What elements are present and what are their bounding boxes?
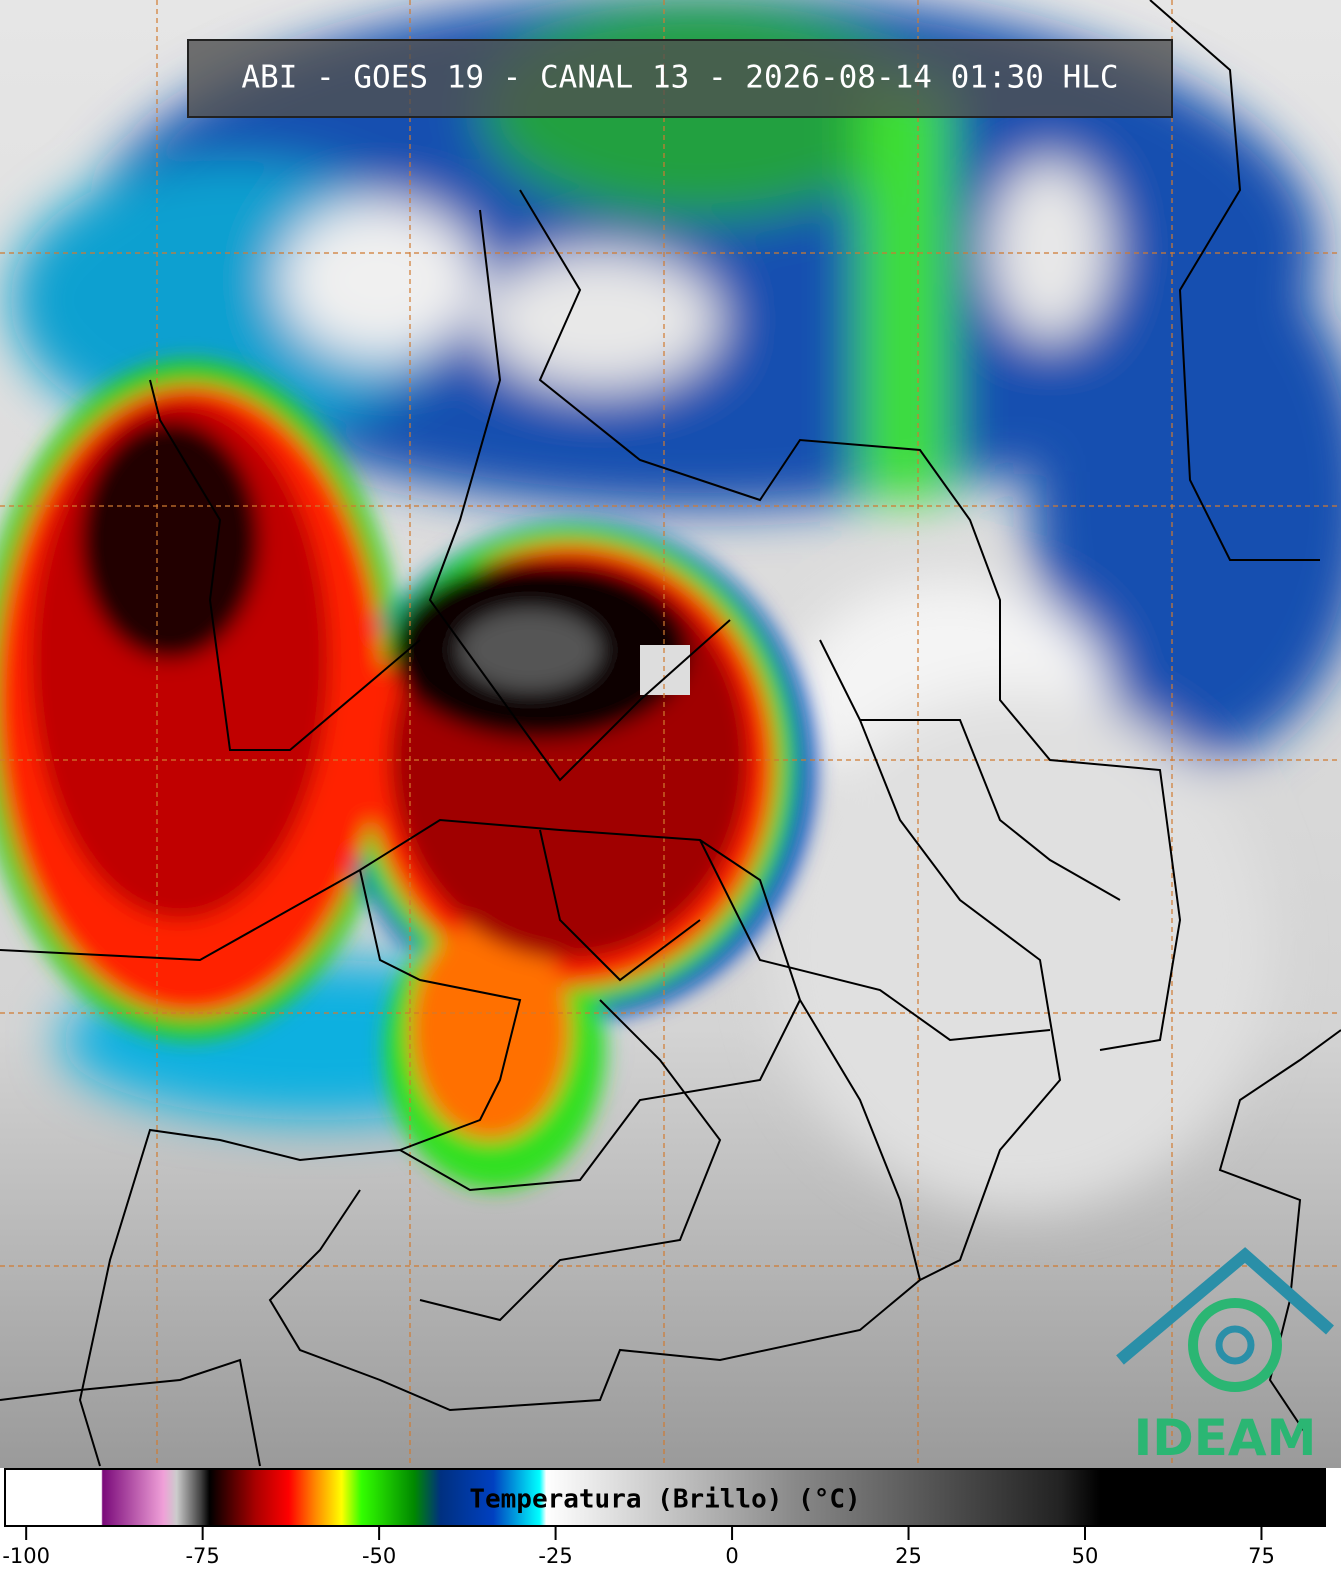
border [699,719,1121,1042]
tick-label: 75 [1248,1544,1275,1568]
border [819,639,1062,1281]
imagery [0,0,1341,1468]
border [0,818,802,1467]
title-background [187,39,1173,118]
border [149,379,421,751]
border [0,1358,261,1467]
tick-label: -75 [185,1544,219,1568]
colorbar-label: Temperatura (Brillo) (°C) [469,1485,860,1515]
border [268,999,922,1412]
colorbar: Temperatura (Brillo) (°C) -100 -75 -50 -25 0… [2,1468,1326,1568]
border [428,209,731,782]
tick-label: -25 [538,1544,572,1568]
tick-label: 0 [725,1544,738,1568]
tick-label: -100 [2,1544,50,1568]
logo-text: IDEAM [1134,1409,1317,1467]
logo-swirl [1188,1298,1282,1392]
logo-swirl [1215,1325,1255,1365]
tick-label: 50 [1072,1544,1099,1568]
grid [0,0,1341,1466]
colorbar-gradient [4,1468,1326,1527]
logo-roof [1116,1247,1334,1365]
title: ABI - GOES 19 - CANAL 13 - 2026-08-14 01… [241,60,1118,96]
border [1149,0,1320,561]
logo: IDEAM [1116,1247,1334,1467]
border [419,829,722,1322]
tick-label: 25 [895,1544,922,1568]
border [519,189,1182,1051]
tick-label: -50 [362,1544,396,1568]
title-box: ABI - GOES 19 - CANAL 13 - 2026-08-14 01… [187,39,1173,118]
boundaries [0,0,1341,1467]
border [359,869,522,1151]
